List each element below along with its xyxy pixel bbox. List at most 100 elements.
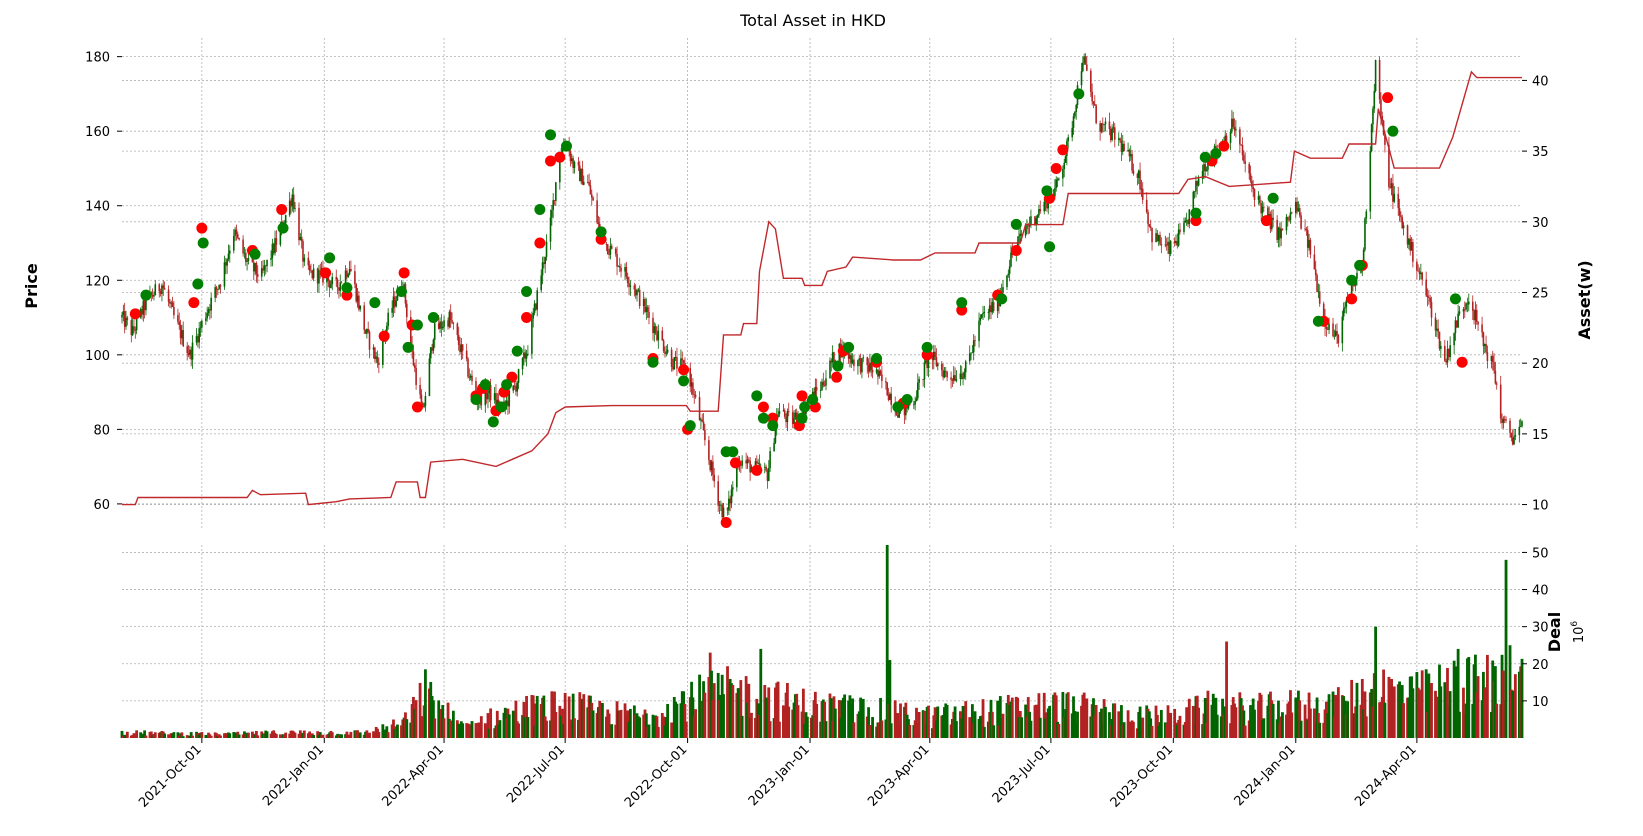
- volume-bar: [1346, 701, 1350, 738]
- candle-body: [159, 291, 162, 294]
- volume-bar: [414, 700, 418, 738]
- candle-body: [1108, 121, 1111, 130]
- candle-body: [1248, 163, 1250, 174]
- candle-body: [664, 351, 666, 354]
- candle-body: [226, 259, 228, 266]
- volume-bar: [1010, 697, 1014, 738]
- volume-bar: [1122, 722, 1126, 738]
- candle-body: [580, 168, 582, 182]
- volume-bar: [740, 715, 744, 738]
- candle-body: [1019, 233, 1022, 237]
- candle-body: [942, 370, 944, 378]
- candle-body: [1333, 335, 1336, 337]
- candle-body: [1204, 164, 1207, 172]
- volume-bar: [293, 732, 297, 738]
- candle-body: [907, 404, 910, 409]
- volume-bar: [181, 736, 185, 738]
- buy-marker: [996, 293, 1008, 305]
- candle-body: [456, 323, 459, 336]
- price-tick-label: 100: [85, 349, 110, 364]
- candle-body: [1425, 279, 1427, 296]
- candle-body: [822, 381, 825, 386]
- candle-body: [1007, 273, 1010, 276]
- buy-marker: [501, 379, 513, 391]
- candle-body: [428, 358, 431, 397]
- candle-body: [918, 379, 920, 383]
- volume-bar: [656, 726, 660, 738]
- candle-body: [954, 375, 956, 381]
- candle-body: [471, 375, 473, 382]
- candle-body: [207, 309, 210, 314]
- candle-body: [909, 404, 911, 406]
- candle-body: [214, 287, 216, 298]
- volume-bar: [908, 724, 912, 738]
- candle-body: [1092, 101, 1095, 104]
- candle-body: [429, 347, 432, 359]
- candle-body: [507, 400, 509, 407]
- candle-body: [1109, 129, 1112, 140]
- candle-body: [729, 498, 731, 504]
- candle-body: [1193, 191, 1196, 193]
- candle-body: [532, 312, 535, 319]
- volume-bar: [1485, 654, 1489, 738]
- candle-body: [459, 345, 461, 353]
- volume-bar: [1094, 704, 1098, 738]
- buy-marker: [495, 401, 507, 413]
- date-tick-label: 2024-Apr-01: [1352, 742, 1419, 809]
- volume-bar: [982, 726, 986, 738]
- volume-bar: [1215, 714, 1219, 738]
- volume-bar: [1187, 698, 1191, 738]
- price-tick-label: 80: [93, 423, 110, 438]
- candle-body: [1390, 183, 1393, 189]
- candle-body: [831, 352, 834, 363]
- candle-body: [1378, 60, 1381, 100]
- candle-body: [1183, 222, 1185, 232]
- volume-bar: [514, 700, 518, 738]
- asset-tick-label: 20: [1532, 357, 1549, 372]
- candle-body: [878, 370, 881, 377]
- candle-body: [637, 289, 640, 291]
- asset-line: [122, 70, 1522, 506]
- candle-body: [710, 461, 713, 471]
- buy-marker: [678, 375, 690, 387]
- candle-body: [386, 326, 388, 335]
- candle-body: [616, 253, 618, 267]
- candle-body: [1417, 270, 1419, 272]
- candle-body: [218, 285, 220, 289]
- candle-body: [661, 330, 664, 341]
- candle-body: [1253, 189, 1256, 200]
- buy-marker: [684, 420, 696, 432]
- volume-bar: [1360, 678, 1364, 738]
- candle-body: [783, 410, 786, 417]
- candle-body: [913, 404, 915, 406]
- volume-bar: [180, 732, 184, 738]
- candle-body: [266, 259, 268, 267]
- volume-bar: [507, 714, 511, 738]
- candle-body: [179, 325, 182, 339]
- date-tick-label: 2023-Jul-01: [990, 742, 1054, 806]
- candle-body: [934, 351, 936, 358]
- candle-body: [665, 352, 668, 354]
- volume-bar: [829, 698, 833, 738]
- candle-body: [274, 238, 276, 254]
- candle-body: [1167, 241, 1169, 246]
- candle-body: [656, 333, 658, 341]
- candle-body: [235, 229, 238, 235]
- volume-bar: [219, 735, 222, 738]
- volume-bar: [1197, 707, 1201, 738]
- candle-body: [1016, 241, 1019, 248]
- buy-marker: [1010, 218, 1022, 230]
- candle-body: [885, 381, 887, 383]
- candle-body: [1318, 291, 1321, 304]
- candle-body: [1112, 127, 1115, 129]
- candle-body: [374, 347, 376, 359]
- price-tick-label: 60: [93, 498, 110, 513]
- sell-marker: [545, 155, 557, 167]
- candle-body: [264, 265, 267, 267]
- volume-bar: [787, 706, 791, 738]
- volume-bar: [1001, 713, 1005, 738]
- volume-bar: [1085, 698, 1089, 738]
- candle-body: [1117, 138, 1120, 140]
- candle-body: [955, 378, 958, 381]
- candle-body: [858, 358, 861, 361]
